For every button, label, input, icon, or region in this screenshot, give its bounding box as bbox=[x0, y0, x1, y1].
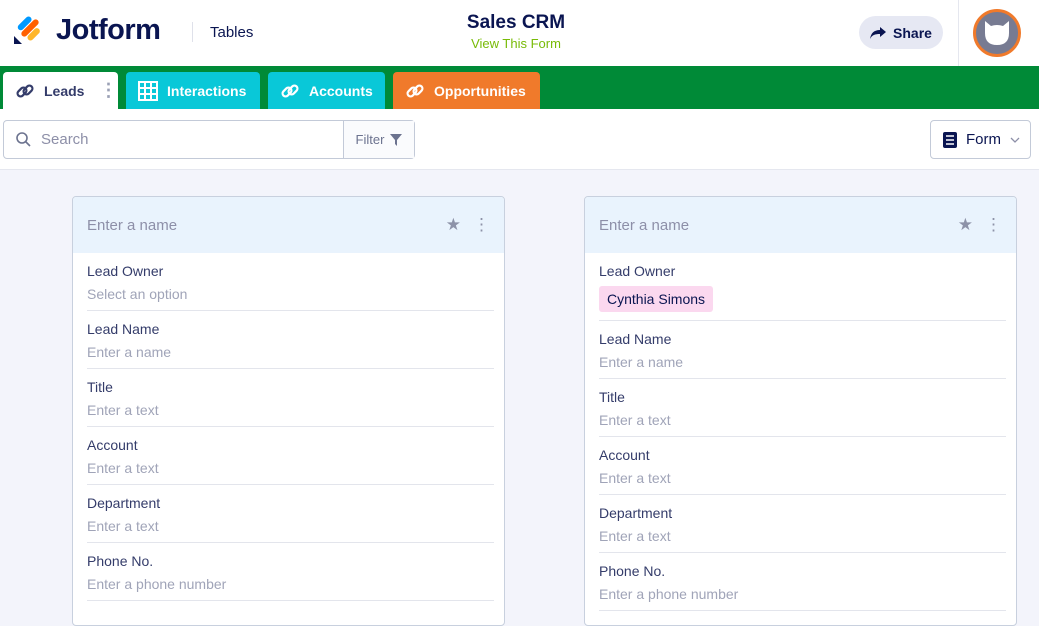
more-vertical-icon[interactable]: ⋮ bbox=[99, 80, 118, 100]
star-icon[interactable]: ★ bbox=[957, 215, 973, 234]
field-label: Account bbox=[87, 437, 138, 453]
form-document-icon bbox=[943, 131, 957, 148]
field-value[interactable]: Enter a phone number bbox=[599, 586, 739, 602]
field-account[interactable]: Account Enter a text bbox=[87, 427, 494, 485]
field-label: Title bbox=[599, 389, 625, 405]
record-card[interactable]: Enter a name ★ ⋮ Lead Owner Cynthia Simon… bbox=[584, 196, 1017, 626]
owner-chip[interactable]: Cynthia Simons bbox=[599, 286, 714, 312]
field-value[interactable]: Select an option bbox=[87, 286, 188, 302]
filter-label: Filter bbox=[355, 132, 385, 147]
grid-icon bbox=[138, 80, 158, 101]
field-account[interactable]: Account Enter a text bbox=[599, 437, 1006, 495]
tab-label: Interactions bbox=[167, 82, 247, 99]
share-label: Share bbox=[893, 24, 932, 41]
field-value[interactable]: Enter a text bbox=[87, 518, 159, 534]
field-label: Department bbox=[599, 505, 673, 521]
tab-label: Accounts bbox=[309, 82, 373, 99]
link-icon bbox=[281, 83, 299, 98]
share-button[interactable]: Share bbox=[859, 16, 943, 49]
field-lead-owner[interactable]: Lead Owner Select an option bbox=[87, 253, 494, 311]
tab-leads[interactable]: Leads ⋮ bbox=[3, 72, 118, 109]
field-label: Lead Name bbox=[87, 321, 160, 337]
field-label: Phone No. bbox=[599, 563, 666, 579]
field-department[interactable]: Department Enter a text bbox=[87, 485, 494, 543]
field-label: Phone No. bbox=[87, 553, 154, 569]
search-placeholder: Search bbox=[41, 131, 89, 148]
tab-accounts[interactable]: Accounts bbox=[268, 72, 385, 109]
link-icon bbox=[16, 83, 34, 98]
field-lead-name[interactable]: Lead Name Enter a name bbox=[87, 311, 494, 369]
tab-label: Leads bbox=[44, 82, 85, 99]
field-value[interactable]: Enter a text bbox=[87, 460, 159, 476]
name-field[interactable]: Enter a name bbox=[87, 216, 178, 234]
form-view-dropdown[interactable]: Form bbox=[930, 120, 1031, 159]
name-field[interactable]: Enter a name bbox=[599, 216, 690, 234]
funnel-icon bbox=[390, 133, 403, 146]
more-vertical-icon[interactable]: ⋮ bbox=[985, 215, 1002, 234]
jotform-logo-icon bbox=[14, 16, 40, 44]
field-value[interactable]: Enter a name bbox=[87, 344, 172, 360]
brand-name[interactable]: Jotform bbox=[56, 14, 161, 46]
field-label: Lead Owner bbox=[599, 263, 676, 279]
field-label: Account bbox=[599, 447, 650, 463]
field-value[interactable]: Enter a name bbox=[599, 354, 684, 370]
search-icon bbox=[16, 132, 31, 147]
avatar[interactable] bbox=[973, 9, 1021, 57]
field-value[interactable]: Enter a text bbox=[599, 470, 671, 486]
form-label: Form bbox=[966, 131, 1001, 148]
card-header: Enter a name ★ ⋮ bbox=[73, 197, 504, 253]
app-header: Jotform Tables Sales CRM View This Form … bbox=[0, 0, 1039, 66]
field-department[interactable]: Department Enter a text bbox=[599, 495, 1006, 553]
field-label: Department bbox=[87, 495, 161, 511]
field-lead-owner[interactable]: Lead Owner Cynthia Simons bbox=[599, 253, 1006, 321]
divider bbox=[192, 22, 193, 42]
record-card[interactable]: Enter a name ★ ⋮ Lead Owner Select an opt… bbox=[72, 196, 505, 626]
section-name[interactable]: Tables bbox=[210, 24, 254, 41]
toolbar: Search Filter Form bbox=[0, 109, 1039, 170]
field-value[interactable]: Enter a phone number bbox=[87, 576, 227, 592]
field-lead-name[interactable]: Lead Name Enter a name bbox=[599, 321, 1006, 379]
more-vertical-icon[interactable]: ⋮ bbox=[473, 215, 490, 234]
search-input[interactable]: Search Filter bbox=[3, 120, 415, 159]
tab-interactions[interactable]: Interactions bbox=[126, 72, 260, 109]
tab-label: Opportunities bbox=[434, 82, 526, 99]
chevron-down-icon bbox=[1010, 137, 1020, 143]
field-value[interactable]: Enter a text bbox=[599, 412, 671, 428]
view-form-link[interactable]: View This Form bbox=[471, 36, 561, 51]
card-header: Enter a name ★ ⋮ bbox=[585, 197, 1016, 253]
filter-button[interactable]: Filter bbox=[343, 121, 414, 158]
link-icon bbox=[406, 83, 424, 98]
field-phone[interactable]: Phone No. Enter a phone number bbox=[87, 543, 494, 601]
star-icon[interactable]: ★ bbox=[445, 215, 461, 234]
page-title: Sales CRM bbox=[466, 12, 566, 33]
field-phone[interactable]: Phone No. Enter a phone number bbox=[599, 553, 1006, 611]
field-value[interactable]: Enter a text bbox=[87, 402, 159, 418]
tab-opportunities[interactable]: Opportunities bbox=[393, 72, 540, 109]
tab-bar: Leads ⋮ Interactions Accounts Opportunit… bbox=[0, 66, 1039, 109]
share-arrow-icon bbox=[870, 26, 887, 39]
field-title[interactable]: Title Enter a text bbox=[599, 379, 1006, 437]
divider bbox=[958, 0, 959, 66]
field-value[interactable]: Enter a text bbox=[599, 528, 671, 544]
field-label: Title bbox=[87, 379, 113, 395]
field-label: Lead Owner bbox=[87, 263, 164, 279]
field-label: Lead Name bbox=[599, 331, 672, 347]
user-avatar-icon bbox=[985, 21, 1009, 45]
field-title[interactable]: Title Enter a text bbox=[87, 369, 494, 427]
